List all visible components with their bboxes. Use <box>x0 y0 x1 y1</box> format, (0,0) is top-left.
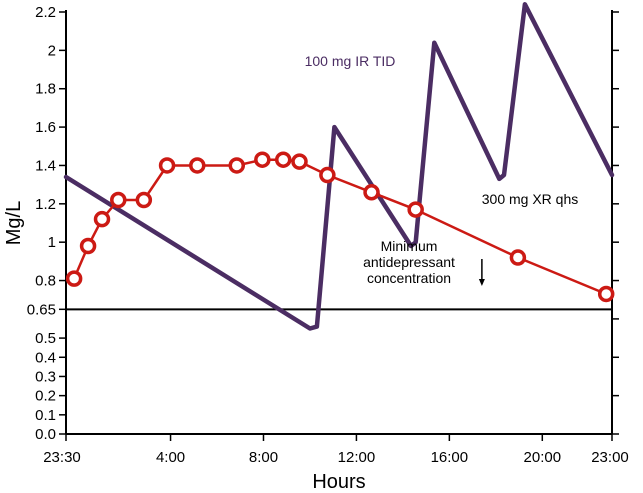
y-tick-label: 1 <box>48 234 56 251</box>
series-line-xr <box>74 160 606 294</box>
series-label-ir: 100 mg IR TID <box>305 53 396 69</box>
y-tick-label: 1.8 <box>35 81 56 98</box>
data-point-xr <box>191 159 204 172</box>
data-point-xr <box>511 251 524 264</box>
data-point-xr <box>321 169 334 182</box>
data-point-xr <box>137 193 150 206</box>
data-point-xr <box>293 155 306 168</box>
y-tick-label: 1.2 <box>35 196 56 213</box>
data-point-xr <box>96 213 109 226</box>
x-tick-label: 20:00 <box>524 449 562 466</box>
data-point-xr <box>161 159 174 172</box>
x-tick-label: 23:00 <box>591 449 629 466</box>
data-point-xr <box>409 203 422 216</box>
x-tick-label: 4:00 <box>156 449 185 466</box>
data-point-xr <box>230 159 243 172</box>
threshold-label-line-3: concentration <box>367 270 451 286</box>
y-tick-label: 0.1 <box>35 407 56 424</box>
axes: 0.0 0.1 0.2 0.3 0.4 0.5 0.65 0.8 1 1.2 1.4 1.6 1.8 2 2… <box>27 4 629 466</box>
y-tick-label: 0.2 <box>35 388 56 405</box>
series-label-xr: 300 mg XR qhs <box>482 191 579 207</box>
y-tick-label: 1.6 <box>35 119 56 136</box>
y-tick-label: 2.2 <box>35 4 56 21</box>
data-point-xr <box>365 186 378 199</box>
threshold-label-line-2: antidepressant <box>363 254 455 270</box>
y-tick-label: 0.8 <box>35 273 56 290</box>
x-tick-label: 8:00 <box>249 449 278 466</box>
y-tick-label: 0.0 <box>35 426 56 443</box>
data-point-xr <box>256 153 269 166</box>
x-tick-label: 16:00 <box>431 449 469 466</box>
y-axis-title: Mg/L <box>3 201 25 245</box>
chart: 0.0 0.1 0.2 0.3 0.4 0.5 0.65 0.8 1 1.2 1.4 1.6 1.8 2 2… <box>0 0 643 493</box>
data-point-xr <box>68 272 81 285</box>
y-tick-label: 0.4 <box>35 349 56 366</box>
data-point-xr <box>112 193 125 206</box>
y-tick-label: 0.3 <box>35 368 56 385</box>
x-axis-title: Hours <box>312 471 365 493</box>
y-tick-label: 0.5 <box>35 330 56 347</box>
data-point-xr <box>82 240 95 253</box>
x-tick-label: 23:30 <box>43 449 81 466</box>
y-tick-label: 2 <box>48 42 56 59</box>
data-point-xr <box>600 287 613 300</box>
y-tick-label: 0.65 <box>27 301 56 318</box>
threshold-arrow-head <box>479 279 485 286</box>
threshold-label-line-1: Minimum <box>381 238 438 254</box>
threshold-layer <box>66 259 612 309</box>
x-tick-label: 12:00 <box>338 449 376 466</box>
y-tick-label: 1.4 <box>35 157 56 174</box>
data-point-xr <box>277 153 290 166</box>
